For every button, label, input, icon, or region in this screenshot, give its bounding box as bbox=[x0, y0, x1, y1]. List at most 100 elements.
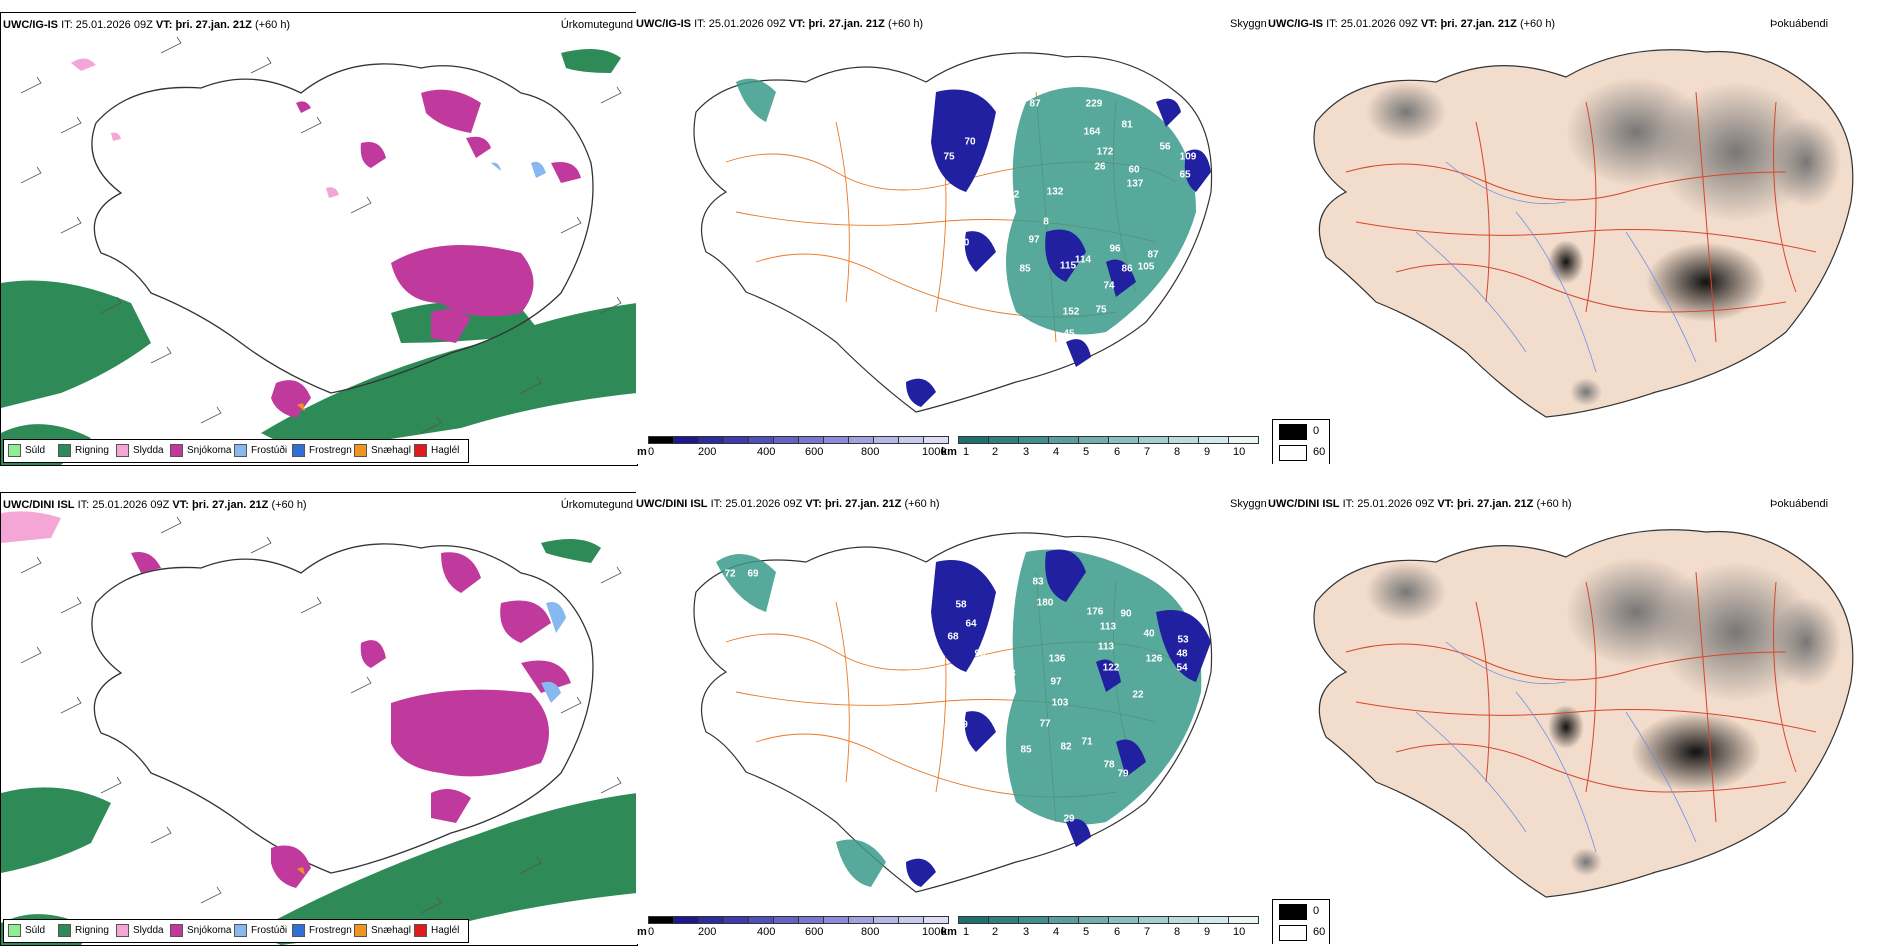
ceiling-tick: 600 bbox=[805, 446, 824, 458]
legend-item: Haglél bbox=[414, 924, 459, 937]
cloud-colorbar bbox=[958, 916, 1259, 924]
cloud-label: 152 bbox=[1062, 306, 1080, 318]
cloud-label: 105 bbox=[1137, 261, 1155, 273]
ceiling-tick: 800 bbox=[861, 926, 880, 938]
cloud-label: 79 bbox=[1117, 768, 1129, 780]
cloud-tick: 4 bbox=[1053, 926, 1060, 938]
cloud-label: 78 bbox=[1103, 759, 1115, 771]
precip-map bbox=[1, 511, 637, 945]
cloud-label: 172 bbox=[1096, 146, 1114, 158]
precip-type-panel-row1: UWC/IG-IS IT: 25.01.2026 09Z VT: þri. 27… bbox=[0, 12, 638, 466]
ceiling-tick: 800 bbox=[861, 446, 880, 458]
cloud-label: 85 bbox=[1019, 263, 1031, 275]
colorbar-cell bbox=[1198, 916, 1229, 924]
cloud-unit: km bbox=[941, 446, 957, 458]
cloud-label: 229 bbox=[1085, 98, 1103, 110]
panel-title-precip: Úrkomutegund bbox=[560, 499, 633, 511]
cloud-tick: 7 bbox=[1144, 446, 1151, 458]
cloud-label: 137 bbox=[1126, 178, 1144, 190]
colorbar-cell bbox=[1138, 916, 1169, 924]
cloud-label: 82 bbox=[1060, 741, 1072, 753]
colorbar-cell bbox=[648, 916, 674, 924]
panel-header: UWC/DINI ISL IT: 25.01.2026 09Z VT: þri.… bbox=[3, 499, 307, 511]
cloud-label: 115 bbox=[1059, 260, 1077, 272]
cloud-label: 64 bbox=[965, 618, 977, 630]
cloud-tick: 1 bbox=[963, 926, 970, 938]
cloud-label: 22 bbox=[1132, 689, 1144, 701]
ceiling-tick: 200 bbox=[698, 926, 717, 938]
panel-header: UWC/IG-IS IT: 25.01.2026 09Z VT: þri. 27… bbox=[1268, 18, 1556, 30]
cloud-tick: 2 bbox=[992, 446, 999, 458]
colorbar-cell bbox=[1078, 436, 1109, 444]
cloud-label: 122 bbox=[1102, 662, 1120, 674]
cloud-label: 29 bbox=[1063, 813, 1075, 825]
legend-item: Slydda bbox=[116, 444, 164, 457]
ceiling-map bbox=[693, 532, 1213, 893]
legend-item: Snjókoma bbox=[170, 924, 231, 937]
cloud-label: 132 bbox=[1046, 186, 1064, 198]
cloud-tick: 7 bbox=[1144, 926, 1151, 938]
colorbar-cell bbox=[923, 916, 949, 924]
cloud-label: 77 bbox=[1000, 610, 1012, 622]
cloud-label: 83 bbox=[1032, 576, 1044, 588]
cloud-label: 81 bbox=[1121, 119, 1133, 131]
cloud-tick: 6 bbox=[1114, 926, 1121, 938]
colorbar-cell bbox=[1198, 436, 1229, 444]
cloud-label: 164 bbox=[1083, 126, 1101, 138]
cloud-label: 114 bbox=[1074, 254, 1092, 266]
cloud-label: 56 bbox=[1159, 141, 1171, 153]
cloud-label: 130 bbox=[908, 844, 926, 856]
cloud-label: 75 bbox=[943, 151, 955, 163]
cloud-tick: 8 bbox=[1174, 446, 1181, 458]
legend-item: Súld bbox=[8, 444, 45, 457]
ceiling-panel-row2: UWC/DINI ISL IT: 25.01.2026 09Z VT: þri.… bbox=[636, 492, 1266, 944]
cloud-label: 10 bbox=[971, 191, 983, 203]
colorbar-cell bbox=[673, 916, 699, 924]
cloud-label: 103 bbox=[1051, 697, 1069, 709]
colorbar-cell bbox=[873, 916, 899, 924]
ceiling-panel-row1: UWC/IG-IS IT: 25.01.2026 09Z VT: þri. 27… bbox=[636, 12, 1266, 464]
cloud-tick: 5 bbox=[1083, 926, 1090, 938]
cloud-label: 53 bbox=[1177, 634, 1189, 646]
colorbar-cell bbox=[1048, 916, 1079, 924]
colorbar-cell bbox=[823, 916, 849, 924]
panel-title-visibility: Þokuábendi bbox=[1770, 498, 1829, 510]
cloud-label: 87 bbox=[1147, 249, 1159, 261]
cloud-label: 72 bbox=[724, 568, 736, 580]
cloud-label: 65 bbox=[1179, 169, 1191, 181]
ceiling-tick: 600 bbox=[805, 926, 824, 938]
ceiling-tick: 1000 bbox=[922, 446, 947, 458]
visibility-legend: 0 60 bbox=[1272, 419, 1330, 464]
legend-item: Snæhagl bbox=[354, 924, 411, 937]
cloud-label: 36 bbox=[937, 868, 949, 880]
cloud-tick: 4 bbox=[1053, 446, 1060, 458]
cloud-label: 88 bbox=[1004, 668, 1016, 680]
visibility-legend: 0 60 bbox=[1272, 899, 1330, 944]
vis-high-label: 60 bbox=[1313, 446, 1326, 458]
visibility-panel-row2: UWC/DINI ISL IT: 25.01.2026 09Z VT: þri.… bbox=[1266, 492, 1900, 944]
legend-item: Snjókoma bbox=[170, 444, 231, 457]
colorbar-cell bbox=[748, 916, 774, 924]
colorbar-cell bbox=[748, 436, 774, 444]
cloud-label: 77 bbox=[1039, 718, 1051, 730]
colorbar-cell bbox=[1018, 916, 1049, 924]
cloud-tick: 1 bbox=[963, 446, 970, 458]
colorbar-cell bbox=[988, 916, 1019, 924]
colorbar-cell bbox=[898, 916, 924, 924]
cloud-unit: km bbox=[941, 926, 957, 938]
cloud-label: 49 bbox=[740, 624, 752, 636]
cloud-tick: 8 bbox=[1174, 926, 1181, 938]
colorbar-cell bbox=[673, 436, 699, 444]
colorbar-cell bbox=[898, 436, 924, 444]
visibility-panel-row1: UWC/IG-IS IT: 25.01.2026 09Z VT: þri. 27… bbox=[1266, 12, 1900, 464]
cloud-label: 403 bbox=[907, 365, 925, 377]
cloud-label: 90 bbox=[1120, 608, 1132, 620]
ceiling-tick: 1000 bbox=[922, 926, 947, 938]
colorbar-cell bbox=[848, 436, 874, 444]
colorbar-cell bbox=[1108, 436, 1139, 444]
legend-item: Súld bbox=[8, 924, 45, 937]
colorbar-cell bbox=[823, 436, 849, 444]
cloud-label: 49 bbox=[995, 111, 1007, 123]
cloud-label: 02 bbox=[714, 609, 726, 621]
panel-header: UWC/IG-IS IT: 25.01.2026 09Z VT: þri. 27… bbox=[636, 18, 924, 30]
